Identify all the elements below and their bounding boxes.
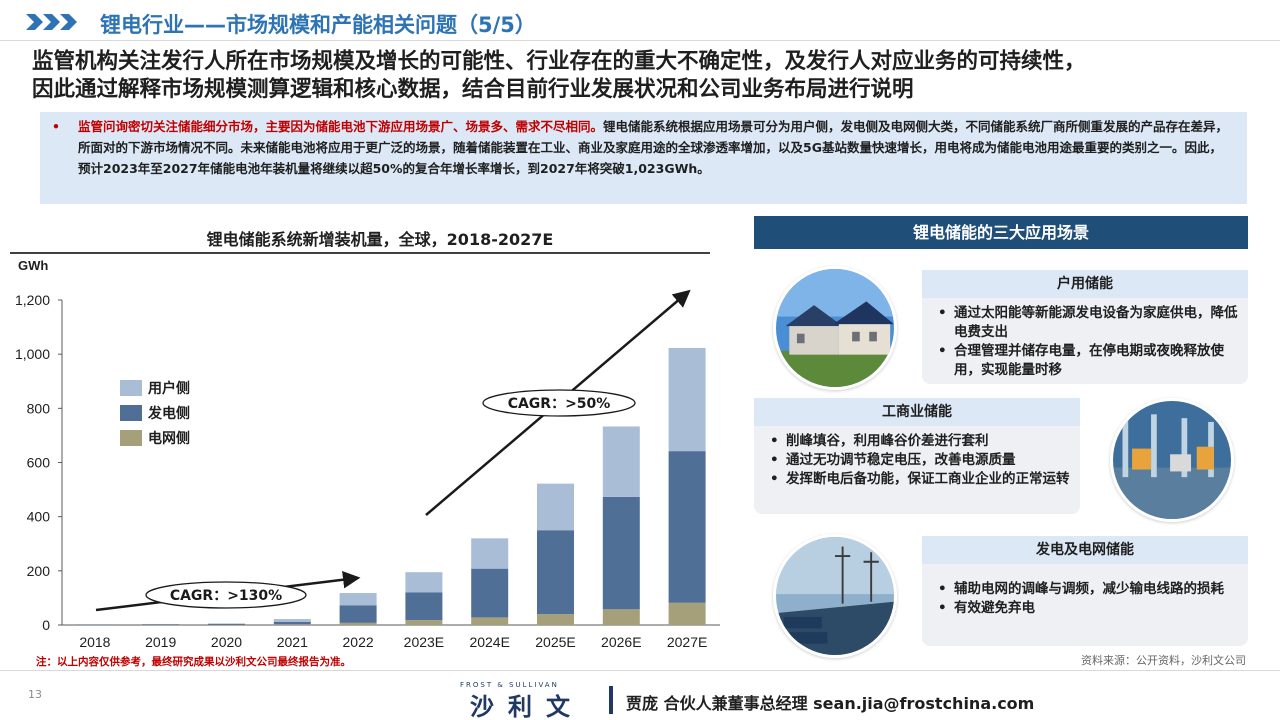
header-chevron-icon — [26, 14, 77, 30]
headline-line-2: 因此通过解释市场规模测算逻辑和核心数据，结合目前行业发展状况和公司业务布局进行说… — [32, 77, 914, 102]
scene-title-residential: 户用储能 — [922, 270, 1248, 298]
footer-divider — [0, 670, 1280, 671]
bar-segment — [339, 605, 377, 623]
legend-swatch — [120, 405, 142, 421]
bar-segment — [273, 621, 311, 625]
list-item: 通过无功调节稳定电压，改善电源质量 — [768, 451, 1070, 470]
contact-info: 贾庞 合伙人兼董事总经理 sean.jia@frostchina.com — [626, 694, 1035, 713]
bar-segment — [273, 624, 311, 625]
y-tick-label: 1,000 — [15, 346, 50, 362]
bar-segment — [339, 622, 377, 625]
headline: 监管机构关注发行人所在市场规模及增长的可能性、行业存在的重大不确定性，及发行人对… — [32, 48, 1252, 104]
bar-segment — [471, 538, 509, 569]
source-note: 资料来源：公开资料，沙利文公司 — [1081, 654, 1246, 667]
bar-segment — [405, 592, 443, 621]
bar-segment — [537, 483, 574, 531]
bar-segment — [537, 530, 574, 615]
scene-body-commercial: 削峰填谷，利用峰谷价差进行套利 通过无功调节稳定电压，改善电源质量 发挥断电后备… — [754, 426, 1080, 514]
x-tick-label: 2026E — [601, 634, 641, 650]
logo-wordmark: 沙利文 — [470, 693, 584, 720]
logo-wordmark-small: FROST & SULLIVAN — [460, 681, 559, 689]
x-tick-label: 2022 — [343, 634, 374, 650]
x-tick-label: 2027E — [667, 634, 707, 650]
factory-photo-icon — [1110, 398, 1234, 522]
list-item: 削峰填谷，利用峰谷价差进行套利 — [768, 432, 1070, 451]
x-tick-label: 2024E — [469, 634, 509, 650]
logo-divider-bar — [609, 686, 613, 714]
bar-segment — [405, 572, 443, 593]
header-title: 锂电行业——市场规模和产能相关问题（5/5） — [100, 13, 536, 37]
bar-segment — [471, 617, 509, 625]
bar-segment — [273, 619, 311, 622]
y-tick-label: 200 — [27, 563, 51, 579]
notice-bullet: • — [52, 119, 60, 134]
cagr-label-late: CAGR：>50% — [508, 396, 611, 412]
y-tick-label: 1,200 — [15, 292, 50, 308]
notice-text: 锂电储能系统根据应用场景可分为用户侧，发电侧及电网侧大类，不同储能系统厂商所侧重… — [78, 119, 1229, 176]
list-item: 辅助电网的调峰与调频，减少输电线路的损耗 — [936, 580, 1238, 599]
list-item: 通过太阳能等新能源发电设备为家庭供电，降低电费支出 — [936, 304, 1238, 342]
legend-swatch — [120, 430, 142, 446]
scene-title-grid: 发电及电网储能 — [922, 536, 1248, 564]
chart-title-rule — [10, 252, 710, 254]
bar-segment — [471, 568, 509, 618]
chart-title: 锂电储能系统新增装机量，全球，2018-2027E — [206, 230, 554, 249]
y-axis-label: GWh — [18, 258, 48, 273]
legend-swatch — [120, 380, 142, 396]
headline-line-1: 监管机构关注发行人所在市场规模及增长的可能性、行业存在的重大不确定性，及发行人对… — [32, 49, 1086, 74]
header-divider — [0, 40, 1280, 41]
stacked-bar-chart: GWh 0 200 400 600 800 1,000 1,200 2018 2019 2020 20… — [15, 258, 720, 650]
legend-label: 发电侧 — [147, 405, 190, 422]
cagr-label-early: CAGR：>130% — [170, 588, 282, 604]
x-tick-label: 2021 — [277, 634, 308, 650]
bar-segment — [405, 620, 443, 625]
scene-body-grid: 辅助电网的调峰与调频，减少输电线路的损耗 有效避免弃电 — [922, 564, 1248, 646]
list-item: 发挥断电后备功能，保证工商业企业的正常运转 — [768, 470, 1070, 489]
bar-segment — [602, 426, 640, 497]
cagr-bubble-early — [145, 581, 307, 609]
solar-house-photo-icon — [773, 266, 897, 390]
legend-label: 用户侧 — [148, 380, 190, 397]
scenarios-header: 锂电储能的三大应用场景 — [754, 216, 1248, 249]
list-item: 合理管理并储存电量，在停电期或夜晚释放使用，实现能量时移 — [936, 342, 1238, 380]
page-number: 13 — [28, 688, 42, 701]
x-tick-label: 2025E — [535, 634, 575, 650]
notice-box: • 监管问询密切关注储能细分市场，主要因为储能电池下游应用场景广、场景多、需求不… — [40, 112, 1247, 204]
power-grid-photo-icon — [773, 534, 897, 658]
list-item: 有效避免弃电 — [936, 599, 1238, 618]
disclaimer-note: 注：以上内容仅供参考，最终研究成果以沙利文公司最终报告为准。 — [36, 656, 351, 668]
x-tick-label: 2023E — [404, 634, 444, 650]
scene-body-residential: 通过太阳能等新能源发电设备为家庭供电，降低电费支出 合理管理并储存电量，在停电期… — [922, 298, 1248, 384]
bar-segment — [537, 614, 574, 625]
bar-segment — [602, 496, 640, 610]
bar-segment — [668, 347, 706, 452]
legend-label: 电网侧 — [148, 430, 190, 447]
bar-segment — [208, 623, 245, 625]
scene-title-commercial: 工商业储能 — [754, 398, 1080, 426]
bar-segment — [668, 451, 706, 603]
x-tick-label: 2018 — [79, 634, 110, 650]
x-tick-label: 2020 — [211, 634, 242, 650]
bar-segment — [142, 624, 180, 625]
notice-highlight: 监管问询密切关注储能细分市场，主要因为储能电池下游应用场景广、场景多、需求不尽相… — [78, 119, 604, 134]
y-tick-label: 600 — [27, 455, 51, 471]
cagr-bubble-late — [482, 389, 636, 417]
bar-segment — [339, 593, 377, 606]
y-tick-label: 0 — [42, 617, 50, 633]
x-tick-label: 2019 — [145, 634, 176, 650]
y-tick-label: 800 — [27, 400, 51, 416]
y-tick-label: 400 — [27, 509, 51, 525]
bar-segment — [668, 602, 706, 625]
bar-segment — [602, 609, 640, 625]
